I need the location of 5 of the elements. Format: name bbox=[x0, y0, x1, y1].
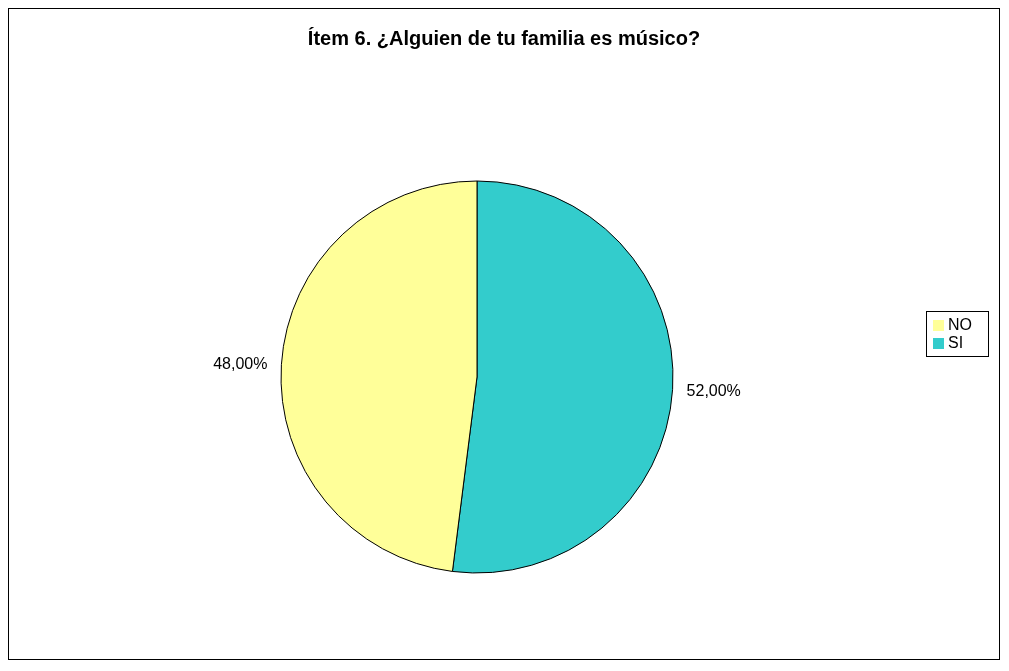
chart-title: Ítem 6. ¿Alguien de tu familia es músico? bbox=[306, 27, 702, 50]
data-label: 48,00% bbox=[213, 355, 268, 373]
legend-label: NO bbox=[948, 316, 972, 333]
legend-label: SI bbox=[948, 334, 964, 351]
data-label: 52,00% bbox=[686, 381, 741, 399]
